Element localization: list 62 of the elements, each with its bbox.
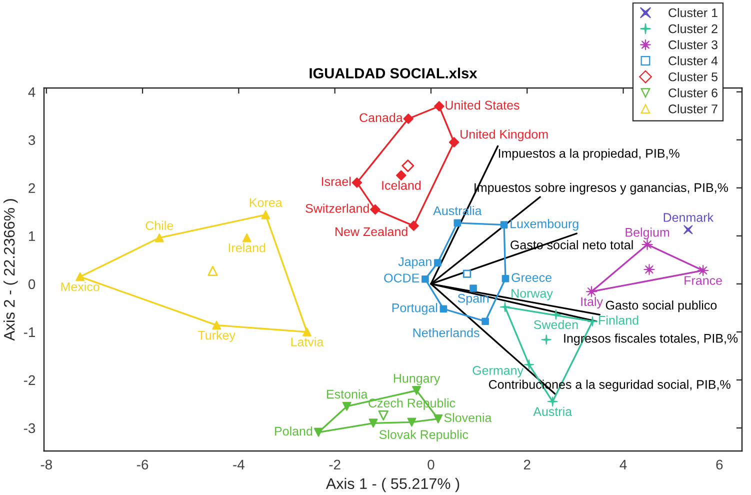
x-tick-label: 6 [716,460,723,470]
data-label: Italy [581,296,603,309]
data-label: France [684,276,722,285]
data-label: OCDE [384,274,420,282]
data-label: Greece [512,273,552,282]
x-tick-label: -8 [40,460,52,470]
y-tick-label: -3 [24,423,36,434]
y-tick-label: 0 [28,279,36,290]
data-label: Luxembourg [510,219,578,231]
legend-label: Cluster 2 [668,24,718,34]
data-label: Norway [512,289,553,300]
data-label: Chile [146,220,174,230]
chart-title: IGUALDAD SOCIAL.xlsx [310,68,478,78]
x-tick-label: 0 [428,460,434,470]
data-label: Netherlands [413,328,480,338]
data-label: Spain [458,294,488,306]
y-tick-label: 2 [28,183,35,193]
data-label: Germany [472,366,524,378]
data-label: Poland [275,426,312,436]
y-tick-label: 4 [28,87,36,97]
data-label: Denmark [664,212,714,222]
legend-label: Cluster 5 [668,72,718,82]
data-label: Slovenia [444,413,492,422]
x-tick-label: -2 [329,460,340,470]
legend-label: Cluster 3 [668,40,718,50]
y-tick-label: -1 [24,327,35,337]
data-label: Japan [398,257,432,269]
data-label: Hungary [394,374,440,386]
x-tick-label: 2 [524,460,530,470]
x-tick-label: 4 [620,460,627,470]
data-label: Sweden [534,320,578,330]
x-tick-label: -6 [136,460,148,470]
legend-label: Cluster 1 [668,8,718,18]
data-label: New Zealand [335,226,408,236]
data-label: United States [446,100,520,110]
data-label: Estonia [327,389,368,399]
data-label: United Kingdom [460,129,548,142]
series-label: Impuestos a la propiedad, PIB,% [498,148,680,160]
data-label: Israel [322,176,351,186]
legend-label: Cluster 4 [668,56,718,66]
data-label: Belgium [626,228,670,240]
x-tick-label: -4 [233,460,244,470]
data-label: Portugal [392,303,438,315]
data-label: Switzerland [306,204,369,213]
legend-label: Cluster 6 [668,88,718,98]
data-label: Slovak Republic [379,430,468,442]
data-label: Austria [533,406,572,416]
data-label: Latvia [291,337,324,346]
series-label: Gasto social publico [606,300,717,312]
data-label: Canada [360,112,403,122]
y-tick-label: 3 [28,135,36,146]
data-label: Finland [599,316,638,325]
data-label: Turkey [198,330,236,342]
legend-label: Cluster 7 [668,104,718,114]
data-label: Iceland [382,180,421,190]
y-tick-label: 1 [29,231,35,241]
data-label: Ireland [228,243,266,252]
data-label: Korea [250,198,282,208]
y-axis-title: Axis 2 - ( 22.2366% ) [4,199,18,341]
x-axis-title: Axis 1 - ( 55.217% ) [326,478,460,492]
y-tick-label: -2 [24,375,35,385]
data-label: Mexico [61,282,100,292]
